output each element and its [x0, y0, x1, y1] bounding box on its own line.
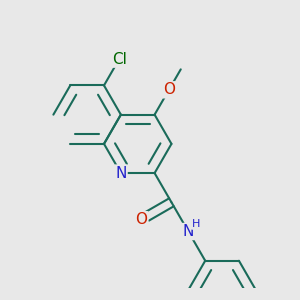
Text: O: O: [135, 212, 147, 227]
Text: H: H: [192, 219, 200, 229]
Text: N: N: [115, 166, 127, 181]
Text: N: N: [183, 224, 194, 239]
Text: Cl: Cl: [112, 52, 127, 67]
Text: O: O: [163, 82, 175, 97]
